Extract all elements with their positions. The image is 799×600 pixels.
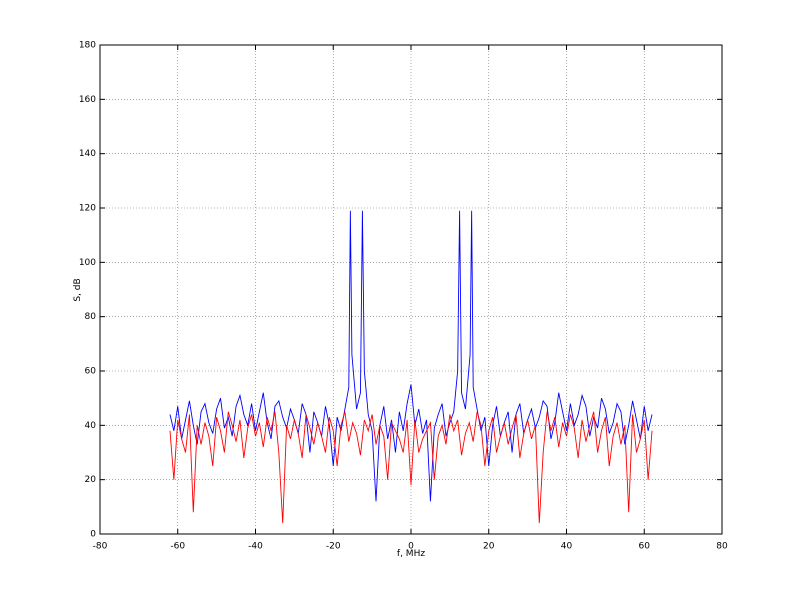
y-tick-label: 60 <box>85 367 97 377</box>
y-tick-label: 20 <box>85 475 97 485</box>
y-tick-label: 140 <box>79 149 96 159</box>
plot-frame <box>99 44 723 535</box>
x-tick-label: 20 <box>483 542 495 552</box>
y-tick-label: 180 <box>79 41 96 51</box>
x-tick-label: 0 <box>408 542 414 552</box>
x-tick-label: -60 <box>170 542 185 552</box>
x-tick-label: -80 <box>93 542 108 552</box>
y-tick-label: 160 <box>79 95 96 105</box>
x-tick-label: 60 <box>639 542 651 552</box>
x-tick-label: 40 <box>561 542 573 552</box>
x-tick-label: -40 <box>248 542 263 552</box>
series-line <box>169 210 653 502</box>
x-axis-label: f, MHz <box>397 549 425 559</box>
y-tick-label: 0 <box>90 530 96 540</box>
y-tick-label: 40 <box>85 421 97 431</box>
y-tick-label: 120 <box>79 204 96 214</box>
x-tick-label: 80 <box>716 542 728 552</box>
series-line <box>169 411 653 524</box>
y-axis-label: S, dB <box>73 278 83 301</box>
y-tick-label: 100 <box>79 258 96 268</box>
y-tick-label: 80 <box>85 312 97 322</box>
x-tick-label: -20 <box>326 542 341 552</box>
